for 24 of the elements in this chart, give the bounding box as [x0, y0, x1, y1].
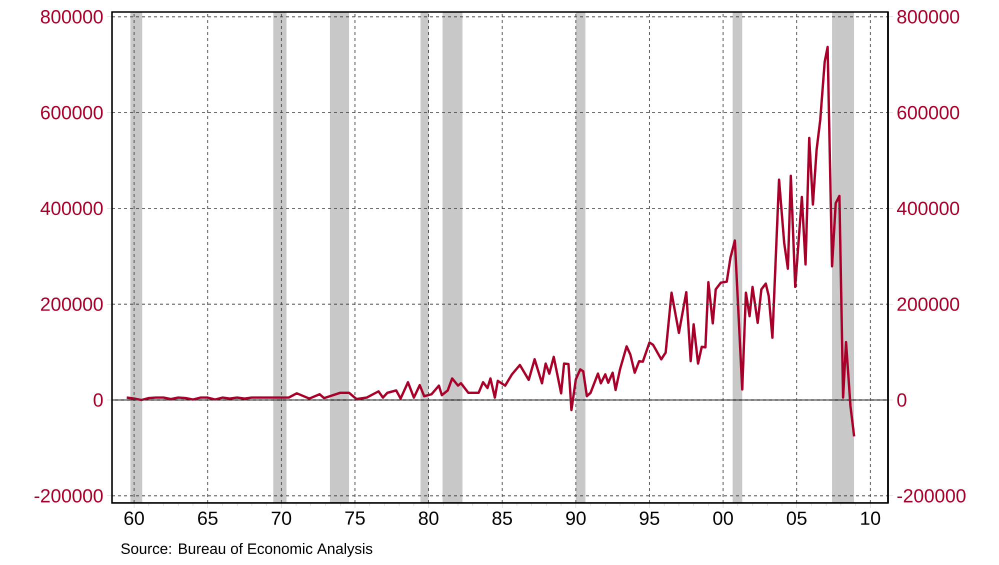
y-tick-label: 200000	[41, 297, 103, 311]
x-tick-label: 10	[861, 512, 880, 525]
x-tick-label: 60	[124, 512, 144, 525]
y-tick-label: 0	[94, 393, 103, 407]
x-tick-label: 65	[198, 512, 218, 525]
x-tick-label: 85	[492, 512, 512, 525]
x-tick-label: 05	[786, 512, 806, 525]
x-tick-label: 75	[345, 512, 365, 525]
y-tick-label: -200000	[34, 489, 103, 503]
x-tick-label: 80	[418, 512, 438, 525]
y-tick-label: 800000	[40, 10, 103, 24]
y2-tick-label: -200000	[897, 489, 966, 503]
y2-tick-label: 200000	[898, 297, 960, 311]
y2-tick-label: 400000	[896, 202, 960, 216]
y2-tick-label: 600000	[898, 106, 960, 120]
x-tick-label: 00	[713, 512, 733, 525]
y2-tick-label: 0	[897, 393, 906, 407]
source-note: Source: Bureau of Economic Analysis	[121, 542, 372, 557]
x-tick-label: 70	[272, 512, 292, 525]
y-tick-label: 400000	[40, 202, 103, 216]
y2-tick-label: 800000	[897, 10, 960, 24]
y-tick-label: 600000	[41, 106, 103, 120]
x-tick-label: 95	[640, 512, 660, 525]
x-tick-label: 90	[566, 512, 586, 525]
